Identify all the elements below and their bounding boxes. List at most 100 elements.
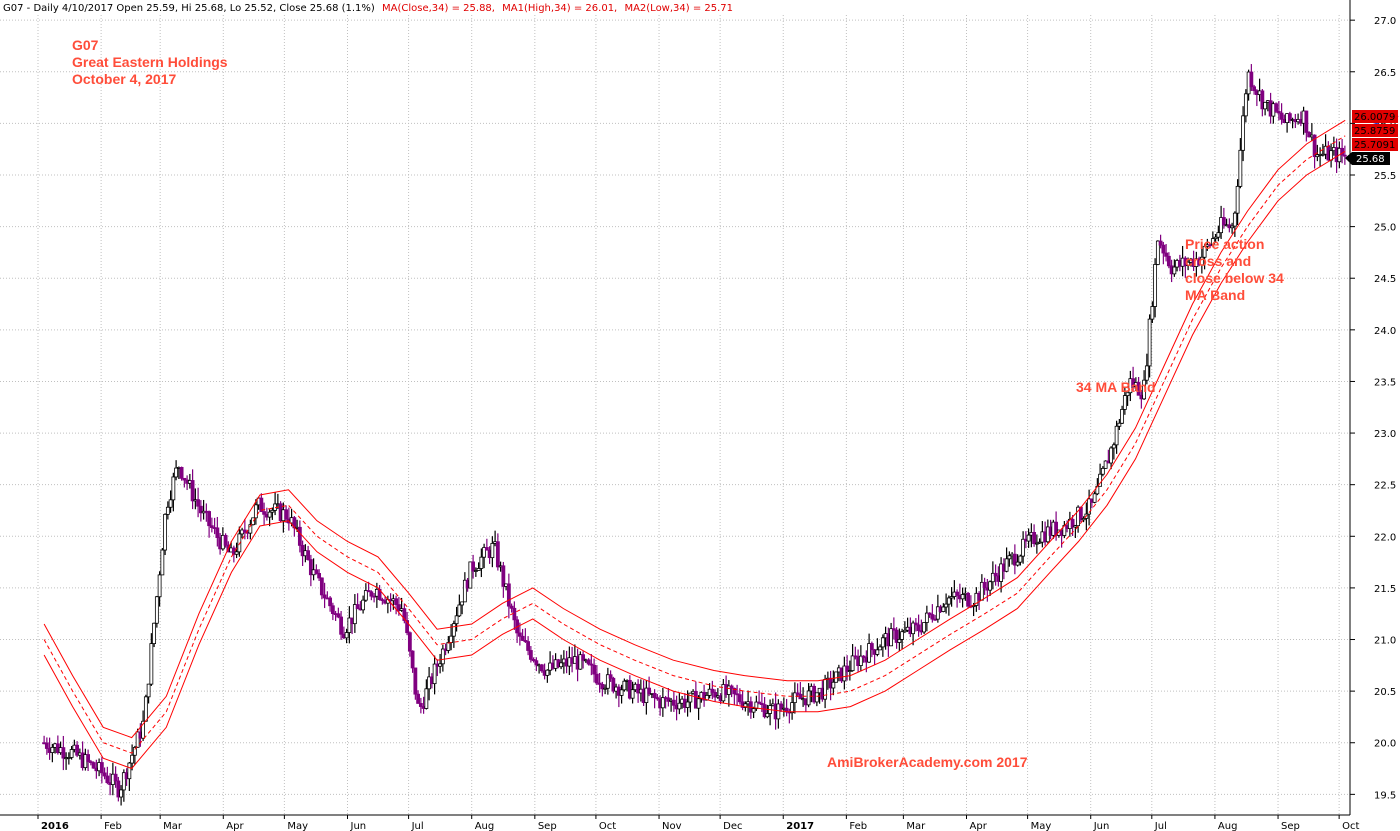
ohlc-bar	[86, 749, 91, 772]
ohlc-bar	[473, 567, 478, 577]
ohlc-bar	[394, 595, 399, 615]
ohlc-bar	[190, 469, 195, 510]
ohlc-bar	[688, 692, 693, 713]
ohlc-bar	[1144, 353, 1149, 385]
ohlc-bar	[1103, 460, 1108, 469]
x-tick-label: 2016	[41, 821, 69, 831]
ohlc-bar	[1155, 240, 1160, 266]
ohlc-bar	[644, 680, 649, 715]
ohlc-bar	[207, 510, 212, 538]
ohlc-bar	[933, 614, 938, 621]
x-tick-label: Dec	[723, 821, 742, 831]
ohlc-bar	[130, 744, 135, 771]
ohlc-bar	[223, 533, 228, 548]
ohlc-bar	[1249, 64, 1254, 91]
header-prefix: G07 - Daily 4/10/2017 Open 25.59, Hi 25.…	[3, 3, 375, 14]
ohlc-bar	[592, 658, 597, 683]
ohlc-bar	[372, 592, 377, 603]
ohlc-bar	[352, 594, 357, 633]
ohlc-bar	[944, 593, 949, 614]
ohlc-bar	[949, 587, 954, 607]
ohlc-bar	[867, 633, 872, 663]
ohlc-bar	[1304, 110, 1309, 142]
ohlc-bar	[842, 656, 847, 690]
ohlc-bar	[322, 582, 327, 609]
ohlc-bar	[248, 519, 253, 540]
x-tick-label: May	[1031, 821, 1052, 831]
ohlc-bar	[594, 665, 599, 686]
ohlc-bar	[1100, 466, 1105, 477]
ohlc-bar	[1087, 489, 1092, 526]
ohlc-bar	[1111, 442, 1116, 460]
ohlc-bar	[174, 460, 179, 481]
ohlc-bar	[1150, 301, 1155, 323]
ohlc-bar	[608, 670, 613, 682]
ohlc-bar	[99, 757, 104, 784]
ohlc-bar	[317, 569, 322, 582]
ohlc-bar	[501, 561, 506, 598]
ohlc-bar	[457, 594, 462, 618]
x-tick-label: Feb	[849, 821, 867, 831]
ma-close-line	[43, 135, 1346, 754]
y-tick-label: 22.0	[1374, 532, 1396, 543]
ohlc-bar	[1221, 207, 1226, 229]
ohlc-bar	[50, 743, 55, 763]
x-tick-label: Oct	[599, 821, 616, 831]
ohlc-bar	[380, 597, 385, 605]
ohlc-bar	[935, 594, 940, 623]
ma-low-line	[43, 150, 1346, 770]
ohlc-bar	[531, 657, 536, 663]
ohlc-bar	[960, 587, 965, 608]
ohlc-bar	[495, 533, 500, 571]
ohlc-bar	[1021, 531, 1026, 564]
ohlc-bar	[765, 704, 770, 719]
ohlc-bar	[102, 767, 107, 780]
ohlc-bar	[655, 694, 660, 701]
ohlc-bar	[509, 603, 514, 613]
x-tick-label: 2017	[786, 821, 814, 831]
ohlc-bar	[1018, 554, 1023, 566]
ohlc-bar	[215, 516, 220, 547]
ohlc-bar	[710, 680, 715, 700]
ohlc-bar	[1342, 145, 1347, 165]
ohlc-bar	[1142, 370, 1147, 400]
ohlc-bar	[1073, 524, 1078, 539]
ohlc-bar	[660, 688, 665, 717]
ohlc-bar	[806, 683, 811, 708]
ohlc-bar	[306, 545, 311, 561]
ohlc-bar	[328, 596, 333, 612]
ohlc-bar	[600, 681, 605, 697]
ohlc-bar	[528, 646, 533, 663]
ohlc-bar	[894, 627, 899, 649]
ohlc-bar	[762, 697, 767, 719]
y-tick-label: 24.0	[1374, 326, 1396, 337]
x-tick-label: Mar	[163, 821, 183, 831]
ohlc-bar	[1007, 551, 1012, 567]
ohlc-bar	[270, 507, 275, 520]
y-tick-label: 21.5	[1374, 584, 1396, 595]
price-bars	[42, 64, 1347, 806]
ohlc-bar	[526, 636, 531, 656]
ohlc-bar	[913, 618, 918, 632]
ohlc-bar	[671, 691, 676, 712]
ohlc-bar	[1081, 516, 1086, 523]
ohlc-bar	[1199, 246, 1204, 274]
ohlc-bar	[424, 679, 429, 710]
annotation-band: 34 MA Band	[1076, 379, 1156, 395]
ohlc-bar	[490, 536, 495, 568]
ohlc-bar	[168, 490, 173, 513]
ohlc-bar	[946, 595, 951, 616]
ohlc-bar	[988, 580, 993, 596]
ohlc-bar	[1122, 386, 1127, 415]
ohlc-bar	[916, 614, 921, 637]
x-tick-label: Apr	[226, 821, 244, 831]
ohlc-bar	[1276, 101, 1281, 121]
ohlc-bar	[402, 603, 407, 624]
ohlc-bar	[135, 728, 140, 748]
ohlc-bar	[69, 746, 74, 760]
ohlc-bar	[677, 693, 682, 715]
ohlc-bar	[636, 679, 641, 703]
y-tick-label: 23.0	[1374, 429, 1396, 440]
ohlc-bar	[1147, 314, 1152, 378]
ohlc-bar	[347, 606, 352, 644]
